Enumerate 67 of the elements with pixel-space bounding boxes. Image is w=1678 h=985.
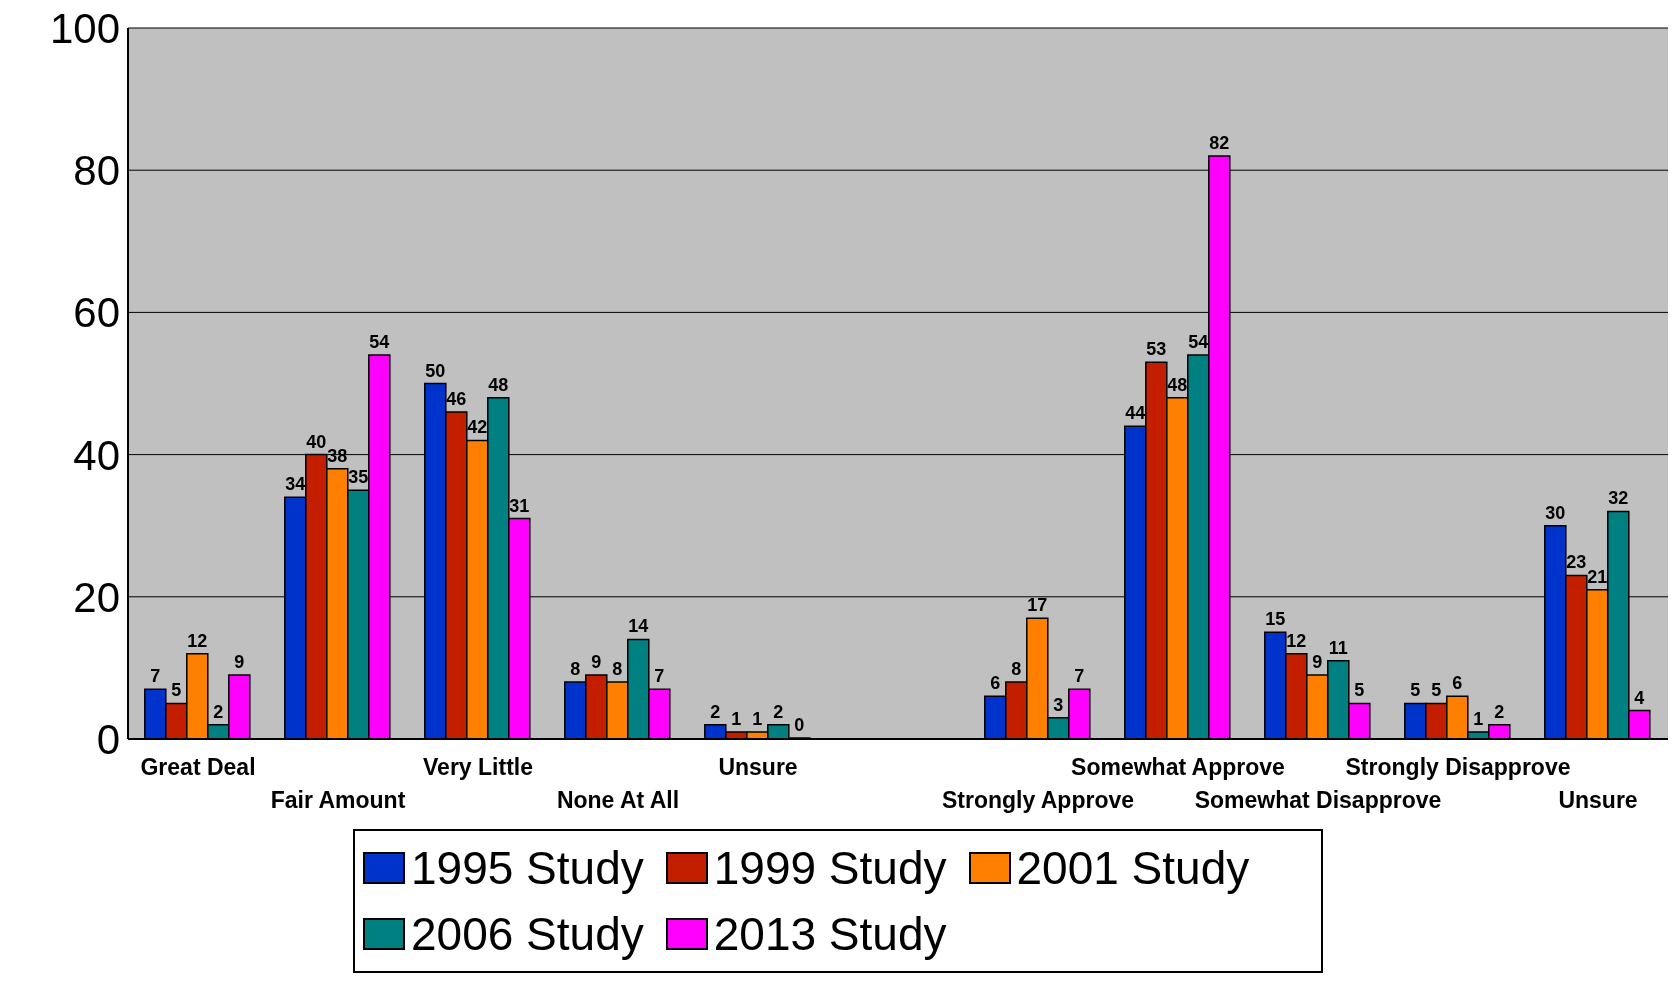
data-label: 2 [1494,701,1505,722]
data-label: 2 [710,701,721,722]
y-tick-label: 100 [49,4,120,52]
data-label: 14 [628,616,649,637]
data-label: 7 [1074,666,1085,687]
legend-label: 2013 Study [713,907,947,961]
data-label: 7 [654,666,665,687]
data-label: 5 [1410,680,1421,701]
data-label: 6 [1452,673,1463,694]
legend-label: 2006 Study [411,907,644,961]
data-label: 15 [1265,609,1286,630]
data-label: 23 [1566,552,1587,573]
data-label: 11 [1328,637,1348,658]
data-label: 17 [1027,595,1048,616]
data-label: 7 [150,666,161,687]
data-label: 30 [1545,502,1566,523]
y-tick-label: 0 [96,715,120,763]
data-label: 8 [1011,659,1022,680]
legend-label: 2001 Study [1016,841,1250,895]
x-tick-label: Strongly Disapprove [1345,754,1571,780]
y-tick-label: 60 [73,289,120,337]
data-label: 54 [369,332,390,353]
data-label: 0 [794,715,805,735]
data-label: 1 [1473,708,1484,729]
x-tick-label: Somewhat Disapprove [1194,787,1442,813]
data-label: 2 [773,701,784,722]
data-label: 12 [1286,630,1307,651]
data-label: 5 [1431,680,1442,701]
data-label: 35 [348,467,369,488]
data-label: 9 [591,652,602,673]
x-tick-label: Unsure [1558,787,1638,813]
data-label: 9 [234,652,245,673]
legend-label: 1999 Study [713,841,947,895]
y-tick-label: 20 [73,573,120,621]
data-label: 32 [1608,488,1629,509]
data-label: 42 [467,417,488,438]
data-label: 12 [187,630,208,651]
x-tick-label: Unsure [718,754,798,780]
data-label: 50 [425,360,446,381]
x-tick-label: Fair Amount [270,787,406,813]
data-label: 8 [570,659,581,680]
data-label: 48 [1167,374,1188,395]
data-label: 40 [306,431,327,452]
data-label: 4 [1634,687,1645,708]
data-label: 46 [446,388,467,409]
data-label: 5 [171,680,182,701]
x-tick-label: Strongly Approve [941,787,1135,813]
data-label: 1 [731,708,742,729]
data-label: 9 [1312,652,1323,673]
x-tick-label: Great Deal [140,754,256,780]
y-tick-label: 80 [73,147,120,195]
data-label: 21 [1587,566,1608,587]
data-label: 5 [1354,680,1365,701]
data-label: 31 [509,495,530,516]
data-label: 6 [990,673,1001,694]
data-label: 8 [612,659,623,680]
data-label: 2 [213,701,224,722]
x-tick-label: None At All [556,787,680,813]
x-tick-label: Somewhat Approve [1071,754,1285,780]
x-tick-label: Very Little [423,754,533,780]
data-label: 82 [1209,132,1230,153]
legend-label: 1995 Study [411,841,644,895]
data-label: 3 [1053,694,1064,715]
data-label: 1 [752,708,763,729]
data-label: 53 [1146,339,1167,360]
data-label: 48 [488,374,509,395]
y-tick-label: 40 [73,431,120,479]
